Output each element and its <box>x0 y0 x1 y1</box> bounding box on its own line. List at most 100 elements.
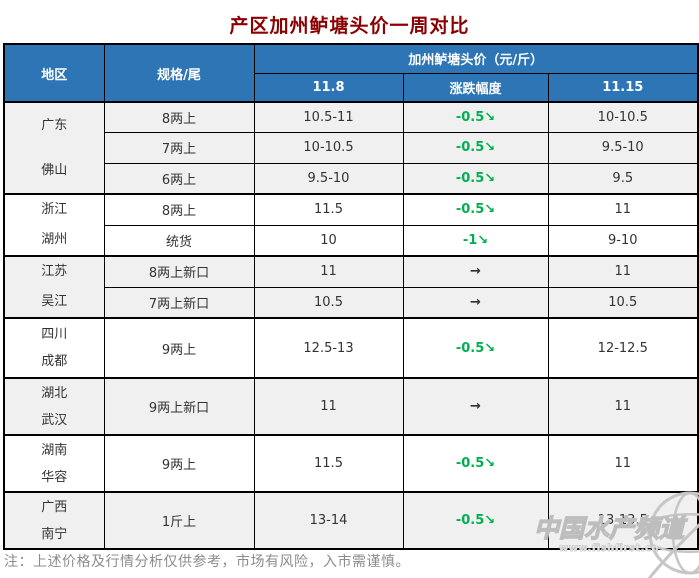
change-cell: -0.5↘ <box>402 162 549 195</box>
curr-price-cell: 11 <box>547 255 699 288</box>
table-row: 浙江 湖州 8两上 11.5 -0.5↘ 11 <box>3 193 699 257</box>
prev-price-cell: 10.5 <box>253 286 404 319</box>
change-value: -0.5↘ <box>455 140 496 156</box>
header-region: 地区 <box>3 43 105 103</box>
spec-cell: 8两上 <box>103 193 255 226</box>
region-line: 四川 <box>41 327 68 342</box>
change-value: -0.5↘ <box>455 340 496 356</box>
watermark-site-url: www.fishfirst.cn <box>558 543 659 555</box>
change-cell: → <box>402 286 549 319</box>
prev-price-cell: 11.5 <box>253 193 404 226</box>
table-row: 湖北 武汉 9两上新口 11 → 11 <box>3 377 699 436</box>
region-line: 湖北 <box>41 385 68 401</box>
change-cell: -0.5↘ <box>402 193 549 226</box>
change-value: -1↘ <box>462 232 489 248</box>
header-row-top: 地区 规格/尾 加州鲈塘头价（元/斤） <box>3 43 699 103</box>
region-line: 吴江 <box>41 294 68 309</box>
page-title: 产区加州鲈塘头价一周对比 <box>229 15 470 37</box>
region-line: 武汉 <box>41 412 68 428</box>
region-line: 湖州 <box>41 232 68 247</box>
region-line: 佛山 <box>41 163 68 178</box>
spec-cell: 7两上 <box>103 132 255 164</box>
prev-price-cell: 11.5 <box>253 434 404 493</box>
price-comparison-table: 地区 规格/尾 加州鲈塘头价（元/斤） 11.8 涨跌幅度 11.15 广东 佛… <box>3 43 699 550</box>
change-value: -0.5↘ <box>455 170 496 186</box>
table-row: 广西 南宁 1斤上 13-14 -0.5↘ 13-13.5 <box>3 491 699 550</box>
header-price-group: 加州鲈塘头价（元/斤） <box>253 43 699 74</box>
region-line: 广东 <box>41 118 68 133</box>
spec-cell: 8两上新口 <box>103 255 255 288</box>
table-row: 广东 佛山 8两上 10.5-11 -0.5↘ 10-10.5 <box>3 101 699 195</box>
change-value: → <box>470 399 481 414</box>
change-value: -0.5↘ <box>455 456 496 471</box>
header-spec: 规格/尾 <box>103 43 255 103</box>
change-cell: -0.5↘ <box>402 132 549 164</box>
spec-cell: 9两上 <box>103 317 255 379</box>
curr-price-cell: 10-10.5 <box>547 101 699 134</box>
header-change-label: 涨跌幅度 <box>402 72 549 103</box>
table-row: 江苏 吴江 8两上新口 11 → 11 <box>3 255 699 319</box>
spec-cell: 9两上新口 <box>103 377 255 436</box>
region-line: 华容 <box>41 469 68 485</box>
change-cell: -0.5↘ <box>402 434 549 493</box>
region-cell-jiangsu-wujiang: 江苏 吴江 <box>3 255 105 319</box>
header-row-sub: 11.8 涨跌幅度 11.15 <box>4 72 699 103</box>
change-cell: -0.5↘ <box>402 101 549 134</box>
watermark: 中国水产频道 www.fishfirst.cn <box>520 514 698 555</box>
change-cell: -1↘ <box>402 224 549 257</box>
region-line: 南宁 <box>41 526 68 542</box>
curr-price-cell: 12-12.5 <box>547 317 699 379</box>
curr-price-cell: 10.5 <box>547 286 699 319</box>
region-line: 广西 <box>41 499 68 515</box>
change-cell: -0.5↘ <box>402 317 549 379</box>
region-line: 成都 <box>41 354 68 369</box>
table-header: 地区 规格/尾 加州鲈塘头价（元/斤） 11.8 涨跌幅度 11.15 <box>3 43 699 103</box>
prev-price-cell: 9.5-10 <box>253 162 404 195</box>
change-value: -0.5↘ <box>455 513 496 528</box>
globe-icon <box>647 491 699 578</box>
table-row: 统货 10 -1↘ 9-10 <box>4 224 699 257</box>
table-row: 6两上 9.5-10 -0.5↘ 9.5 <box>4 162 699 195</box>
change-value: → <box>470 294 481 310</box>
spec-cell: 1斤上 <box>103 491 255 550</box>
watermark-brand-text: 中国水产频道 <box>533 514 684 543</box>
table-row: 7两上 10-10.5 -0.5↘ 9.5-10 <box>4 132 699 164</box>
prev-price-cell: 11 <box>253 377 404 436</box>
region-cell-hubei-wuhan: 湖北 武汉 <box>3 377 105 436</box>
table-row: 四川 成都 9两上 12.5-13 -0.5↘ 12-12.5 <box>3 317 699 379</box>
curr-price-cell: 9-10 <box>547 224 699 257</box>
prev-price-cell: 10.5-11 <box>253 101 404 134</box>
table-row: 湖南 华容 9两上 11.5 -0.5↘ 11 <box>3 434 699 493</box>
table-row: 7两上新口 10.5 → 10.5 <box>4 286 699 319</box>
region-cell-sichuan-chengdu: 四川 成都 <box>3 317 105 379</box>
curr-price-cell: 9.5-10 <box>547 132 699 164</box>
region-cell-guangdong-foshan: 广东 佛山 <box>3 101 105 195</box>
change-value: -0.5↘ <box>455 110 496 126</box>
curr-price-cell: 11 <box>547 193 699 226</box>
change-cell: → <box>402 255 549 288</box>
curr-price-cell: 9.5 <box>547 162 699 195</box>
spec-cell: 统货 <box>103 224 255 257</box>
change-cell: -0.5↘ <box>402 491 549 550</box>
table-body: 广东 佛山 8两上 10.5-11 -0.5↘ 10-10.5 7两上 10-1… <box>3 101 699 550</box>
spec-cell: 8两上 <box>103 101 255 134</box>
prev-price-cell: 10 <box>253 224 404 257</box>
region-cell-guangxi-nanning: 广西 南宁 <box>3 491 105 550</box>
curr-price-cell: 11 <box>547 434 699 493</box>
prev-price-cell: 12.5-13 <box>253 317 404 379</box>
region-cell-zhejiang-huzhou: 浙江 湖州 <box>3 193 105 257</box>
curr-price-cell: 11 <box>547 377 699 436</box>
region-cell-hunan-huarong: 湖南 华容 <box>3 434 105 493</box>
spec-cell: 6两上 <box>103 162 255 195</box>
prev-price-cell: 13-14 <box>253 491 404 550</box>
disclaimer-note: 注：上述价格及行情分析仅供参考，市场有风险，入市需谨慎。 <box>4 554 410 570</box>
region-line: 湖南 <box>41 442 68 458</box>
change-value: -0.5↘ <box>455 202 496 218</box>
change-value: → <box>470 264 481 280</box>
region-line: 浙江 <box>41 202 68 217</box>
prev-price-cell: 10-10.5 <box>253 132 404 164</box>
region-line: 江苏 <box>41 264 68 279</box>
spec-cell: 7两上新口 <box>103 286 255 319</box>
spec-cell: 9两上 <box>103 434 255 493</box>
